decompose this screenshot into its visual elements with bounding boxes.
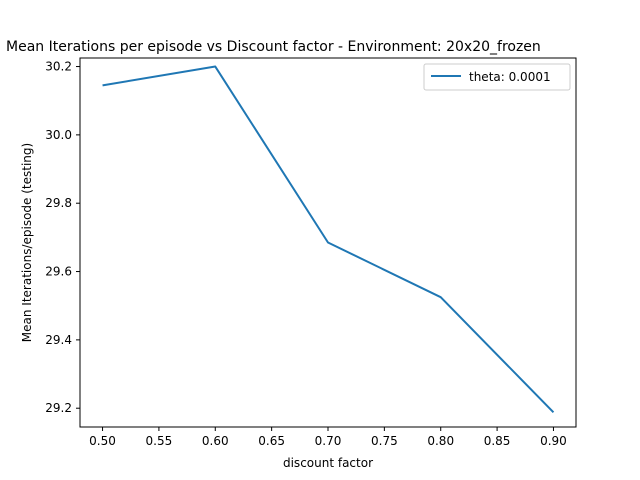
x-tick-label: 0.90: [540, 434, 567, 448]
y-axis-title: Mean Iterations/episode (testing): [20, 143, 34, 342]
x-axis: 0.50 0.55 0.60 0.65 0.70 0.75 0.80 0.85 0.90: [89, 427, 567, 448]
x-tick-label: 0.55: [146, 434, 173, 448]
y-tick-label: 30.2: [45, 60, 72, 74]
x-tick-label: 0.85: [484, 434, 511, 448]
x-tick-label: 0.50: [89, 434, 116, 448]
series-line: [102, 65, 555, 414]
y-tick-label: 29.6: [45, 265, 72, 279]
legend-label: theta: 0.0001: [469, 70, 551, 84]
x-tick-label: 0.65: [258, 434, 285, 448]
chart-title: Mean Iterations per episode vs Discount …: [6, 39, 541, 55]
series-layer: [102, 65, 555, 414]
y-tick-label: 29.4: [45, 333, 72, 347]
x-tick-label: 0.75: [371, 434, 398, 448]
x-tick-label: 0.60: [202, 434, 229, 448]
plot-frame: [79, 57, 577, 428]
legend: theta: 0.0001: [423, 63, 571, 91]
x-tick-label: 0.80: [427, 434, 454, 448]
y-axis: 29.2 29.4 29.6 29.8 30.0 30.2: [45, 60, 80, 415]
legend-box: [423, 63, 571, 91]
y-tick-label: 29.8: [45, 196, 72, 210]
y-tick-label: 29.2: [45, 401, 72, 415]
x-axis-title: discount factor: [283, 456, 373, 470]
x-tick-label: 0.70: [315, 434, 342, 448]
y-tick-label: 30.0: [45, 128, 72, 142]
